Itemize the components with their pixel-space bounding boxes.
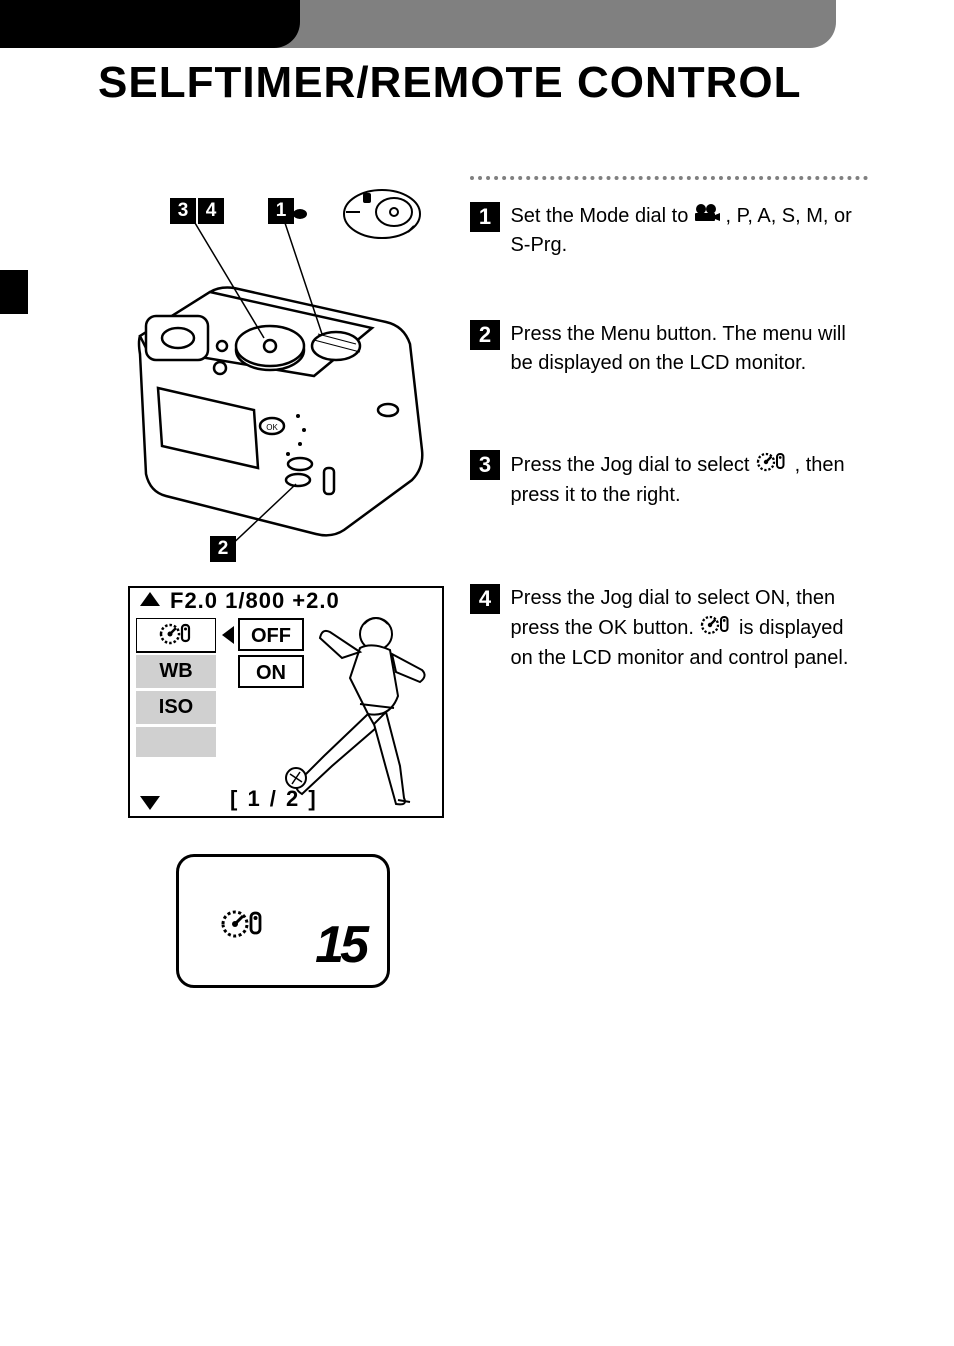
step-1-text-before: Set the Mode dial to: [510, 205, 693, 227]
arrow-up-icon: [140, 592, 160, 606]
step-num-3: 3: [470, 450, 500, 480]
timer-remote-icon: [158, 621, 194, 650]
menu-item-blank: [136, 727, 216, 757]
step-4: 4 Press the Jog dial to select ON, then …: [470, 584, 868, 673]
menu-item-underline: [136, 651, 216, 653]
step-num-4: 4: [470, 584, 500, 614]
menu-item-iso: ISO: [136, 691, 216, 724]
svg-text:OK: OK: [266, 423, 278, 432]
player-illustration: [282, 608, 436, 808]
step-body-4: Press the Jog dial to select ON, then pr…: [510, 584, 866, 673]
callout-2: 2: [210, 536, 236, 562]
step-3: 3 Press the Jog dial to select , then pr…: [470, 450, 868, 510]
status-panel: 15: [176, 854, 390, 988]
timer-remote-icon: [219, 907, 267, 944]
callout-1: 1: [268, 198, 294, 224]
page-title: SELFTIMER/REMOTE CONTROL: [98, 58, 802, 108]
menu-item-wb: WB: [136, 655, 216, 688]
step-1: 1 Set the Mode dial to , P, A, S, M, or …: [470, 202, 868, 260]
camera-illustration: OK 3 4 1 2: [128, 188, 444, 568]
step-body-1: Set the Mode dial to , P, A, S, M, or S-…: [510, 202, 866, 260]
step-2: 2 Press the Menu button. The menu will b…: [470, 320, 868, 378]
arrow-left-icon: [222, 626, 234, 644]
arrow-down-icon: [140, 796, 160, 810]
step-num-1: 1: [470, 202, 500, 232]
header-inner-black: [0, 0, 300, 48]
menu-item-timer: [136, 618, 216, 651]
step-num-2: 2: [470, 320, 500, 350]
timer-remote-icon: [699, 613, 733, 644]
status-count: 15: [315, 915, 365, 975]
dotted-separator: [470, 176, 868, 180]
timer-remote-icon: [755, 450, 789, 481]
callout-3: 3: [170, 198, 196, 224]
movie-icon: [694, 202, 720, 231]
side-tab: [0, 270, 28, 314]
callout-4: 4: [198, 198, 224, 224]
step-body-2: Press the Menu button. The menu will be …: [510, 320, 866, 378]
step-3-text-before: Press the Jog dial to select: [510, 454, 755, 476]
header-bar: [0, 0, 836, 48]
step-body-3: Press the Jog dial to select , then pres…: [510, 450, 866, 510]
